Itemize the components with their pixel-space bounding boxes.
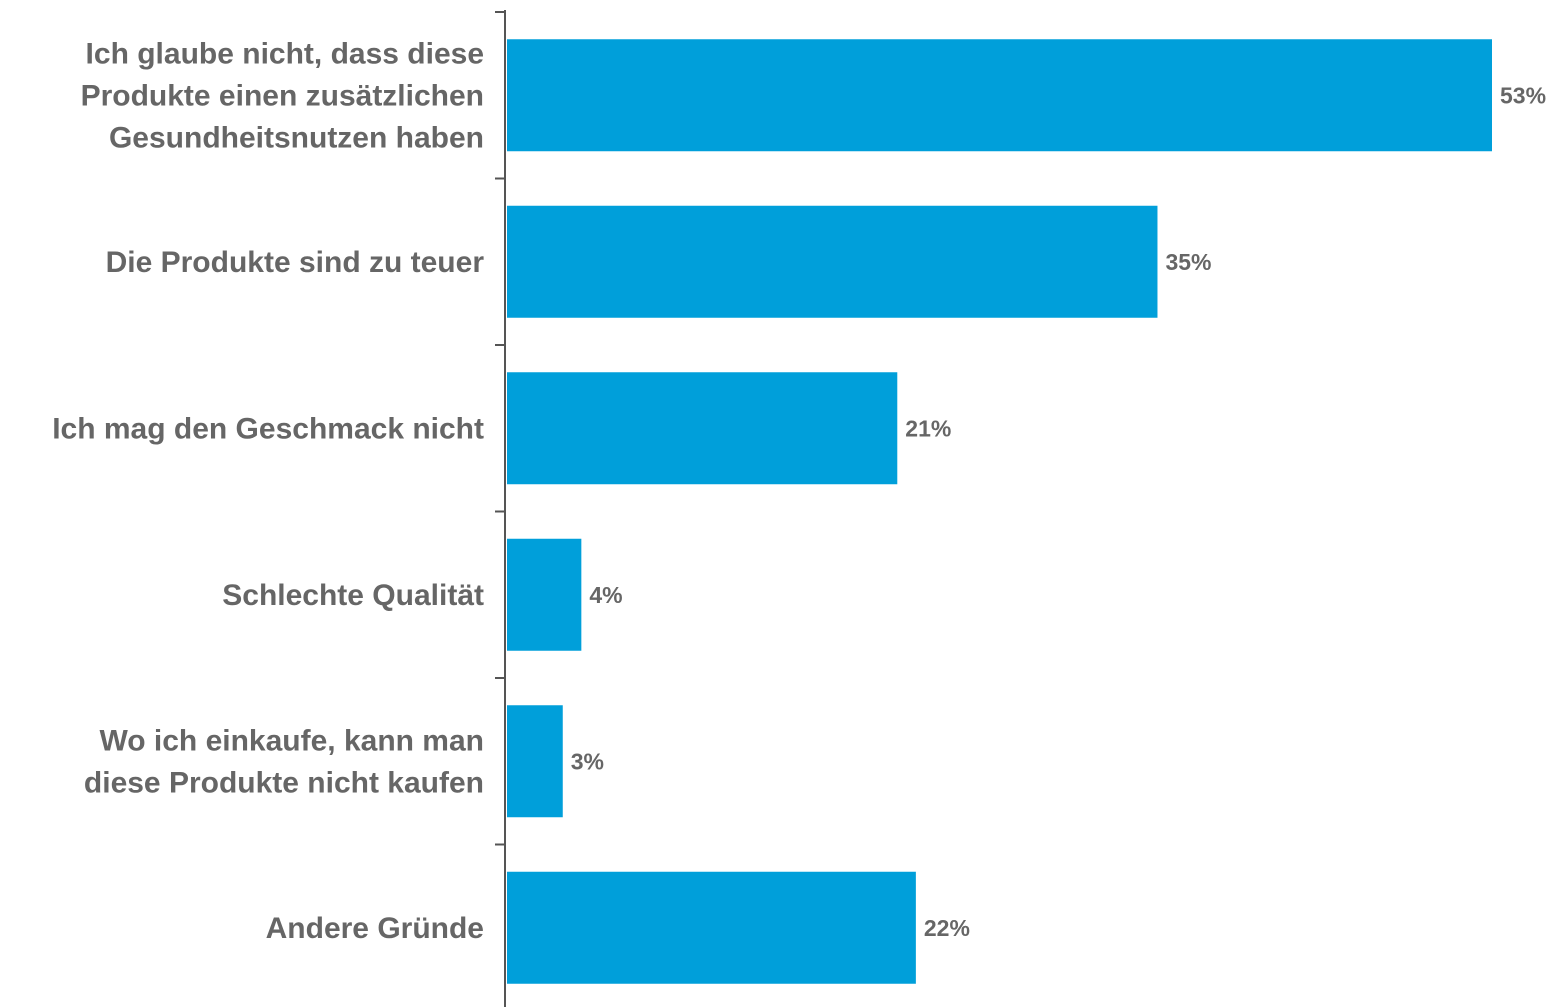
category-label: Andere Gründe	[266, 912, 484, 945]
bar	[507, 871, 916, 984]
category-label-line: Gesundheitsnutzen haben	[109, 121, 484, 154]
data-label: 35%	[1165, 249, 1211, 275]
data-label: 3%	[571, 748, 604, 774]
data-label: 21%	[905, 415, 951, 441]
category-label: Ich glaube nicht, dass diese Produkte ein…	[81, 37, 484, 154]
category-label: Die Produkte sind zu teuer	[106, 246, 485, 279]
bar	[507, 705, 563, 818]
data-label: 53%	[1500, 82, 1546, 108]
category-label-line: Ich mag den Geschmack nicht	[52, 412, 484, 445]
category-label-line: Produkte einen zusätzlichen	[81, 79, 484, 112]
value-labels: 53% 35% 21% 4% 3% 22%	[571, 82, 1546, 941]
category-label-line: Andere Gründe	[266, 912, 484, 945]
bars	[507, 39, 1492, 984]
category-label-line: Wo ich einkaufe, kann man	[99, 724, 484, 757]
bar	[507, 538, 582, 651]
bar	[507, 372, 898, 485]
data-label: 22%	[924, 915, 970, 941]
category-label-line: Schlechte Qualität	[222, 579, 484, 612]
category-label: Schlechte Qualität	[222, 579, 484, 612]
category-label: Wo ich einkaufe, kann man diese Produkte …	[84, 724, 484, 799]
category-labels: Ich glaube nicht, dass diese Produkte ein…	[52, 37, 484, 945]
bar	[507, 39, 1492, 152]
category-label-line: Die Produkte sind zu teuer	[106, 246, 485, 279]
category-label-line: Ich glaube nicht, dass diese	[86, 37, 484, 70]
data-label: 4%	[589, 582, 622, 608]
bar	[507, 205, 1158, 318]
category-label: Ich mag den Geschmack nicht	[52, 412, 484, 445]
category-label-line: diese Produkte nicht kaufen	[84, 766, 484, 799]
y-axis	[495, 10, 506, 1007]
